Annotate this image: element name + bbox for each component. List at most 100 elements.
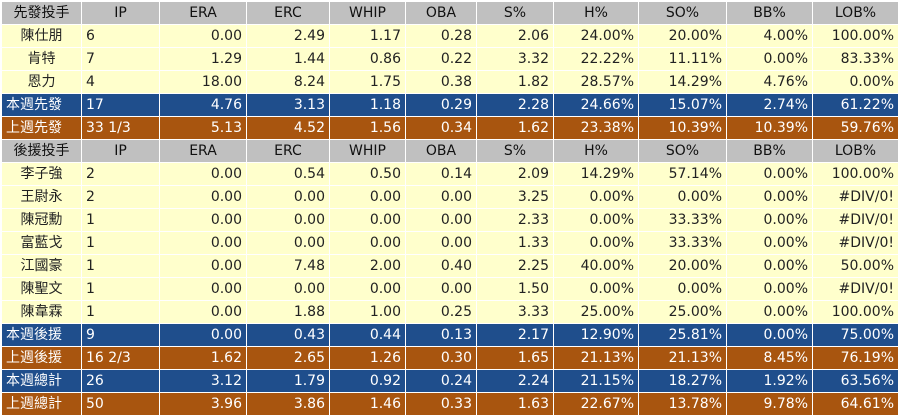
stat-cell: #DIV/0! [812,277,899,301]
column-header: SO% [638,1,727,25]
column-header: OBA [405,139,477,163]
stat-cell: 0.00 [405,208,477,232]
stat-cell: 14.29% [638,70,727,94]
stat-cell: 1.62 [476,116,554,140]
stat-cell: 1 [81,231,160,255]
pitcher-name-cell: 陳韋霖 [1,300,82,324]
stat-cell: 3.13 [246,93,330,117]
stat-cell: 0.00% [726,231,813,255]
stat-cell: 4.52 [246,116,330,140]
stat-cell: 21.13% [553,346,639,370]
pitcher-name-cell: 富藍戈 [1,231,82,255]
stat-cell: 0.28 [405,24,477,48]
relievers-this-week-row: 本週後援 9 0.00 0.43 0.44 0.13 2.17 12.90% 25.81% 0.0… [1,323,899,347]
stat-cell: 76.19% [812,346,899,370]
stat-cell: 3.12 [159,369,247,393]
stat-cell: 33 1/3 [81,116,160,140]
stat-cell: 0.00 [159,185,247,209]
stat-cell: 25.00% [638,300,727,324]
stat-cell: 0.00% [553,231,639,255]
stat-cell: 2.49 [246,24,330,48]
stat-cell: 24.00% [553,24,639,48]
stat-cell: 0.00 [329,231,406,255]
stat-cell: 100.00% [812,162,899,186]
stat-cell: 7 [81,47,160,71]
stat-cell: 8.45% [726,346,813,370]
column-header: H% [553,139,639,163]
stat-cell: 0.00 [159,231,247,255]
stat-cell: 22.67% [553,392,639,416]
stat-cell: 3.25 [476,185,554,209]
stat-cell: 64.61% [812,392,899,416]
stat-cell: 40.00% [553,254,639,278]
stat-cell: 1.50 [476,277,554,301]
stat-cell: 4.00% [726,24,813,48]
column-header: BB% [726,139,813,163]
stat-cell: 9.78% [726,392,813,416]
stat-cell: 1.18 [329,93,406,117]
column-header: S% [476,139,554,163]
stat-cell: 1.82 [476,70,554,94]
stat-cell: 0.50 [329,162,406,186]
stat-cell: 0.00 [159,162,247,186]
stat-cell: 1.17 [329,24,406,48]
stat-cell: 0.29 [405,93,477,117]
stat-cell: 59.76% [812,116,899,140]
stat-cell: 25.00% [553,300,639,324]
stat-cell: 6 [81,24,160,48]
stat-cell: 15.07% [638,93,727,117]
stat-cell: 0.30 [405,346,477,370]
totals-this-week-row: 本週總計 26 3.12 1.79 0.92 0.24 2.24 21.15% 18.27% 1.… [1,369,899,393]
stat-cell: 4.76% [726,70,813,94]
stat-cell: 0.00% [553,277,639,301]
stat-cell: 0.54 [246,162,330,186]
stat-cell: 0.00% [726,323,813,347]
stat-cell: 0.38 [405,70,477,94]
column-header: WHIP [329,139,406,163]
stat-cell: 0.00 [329,208,406,232]
stat-cell: 11.11% [638,47,727,71]
column-header: IP [81,139,160,163]
stat-cell: 2.00 [329,254,406,278]
stat-cell: 0.00 [246,208,330,232]
stat-cell: 23.38% [553,116,639,140]
table-row: 富藍戈 1 0.00 0.00 0.00 0.00 1.33 0.00% 33.33% 0.00%… [1,231,899,255]
column-header: LOB% [812,139,899,163]
stat-cell: 20.00% [638,254,727,278]
column-header-label: 後援投手 [1,139,82,163]
stat-cell: 0.22 [405,47,477,71]
stat-cell: 0.00 [405,185,477,209]
stat-cell: 0.00 [405,277,477,301]
stat-cell: 2.06 [476,24,554,48]
stat-cell: 0.00% [726,47,813,71]
column-header-label: 先發投手 [1,1,82,25]
stat-cell: 16 2/3 [81,346,160,370]
stat-cell: 0.13 [405,323,477,347]
stat-cell: 28.57% [553,70,639,94]
stat-cell: 0.00 [159,277,247,301]
stat-cell: 9 [81,323,160,347]
stat-cell: 0.00% [726,162,813,186]
stat-cell: 1.56 [329,116,406,140]
pitcher-name-cell: 本週後援 [1,323,82,347]
starters-last-week-row: 上週先發 33 1/3 5.13 4.52 1.56 0.34 1.62 23.38% 10.3… [1,116,899,140]
table-row: 李子強 2 0.00 0.54 0.50 0.14 2.09 14.29% 57.14% 0.00… [1,162,899,186]
stat-cell: 1.75 [329,70,406,94]
stat-cell: 61.22% [812,93,899,117]
stat-cell: #DIV/0! [812,185,899,209]
stat-cell: 33.33% [638,208,727,232]
stat-cell: 0.00 [329,185,406,209]
pitcher-name-cell: 上週先發 [1,116,82,140]
stat-cell: 20.00% [638,24,727,48]
stat-cell: 2.09 [476,162,554,186]
stat-cell: 18.00 [159,70,247,94]
stat-cell: 0.43 [246,323,330,347]
pitcher-name-cell: 恩力 [1,70,82,94]
stat-cell: 3.33 [476,300,554,324]
column-header: ERA [159,139,247,163]
stat-cell: 1.26 [329,346,406,370]
stat-cell: 0.00% [812,70,899,94]
column-header: BB% [726,1,813,25]
stat-cell: 0.00% [553,208,639,232]
